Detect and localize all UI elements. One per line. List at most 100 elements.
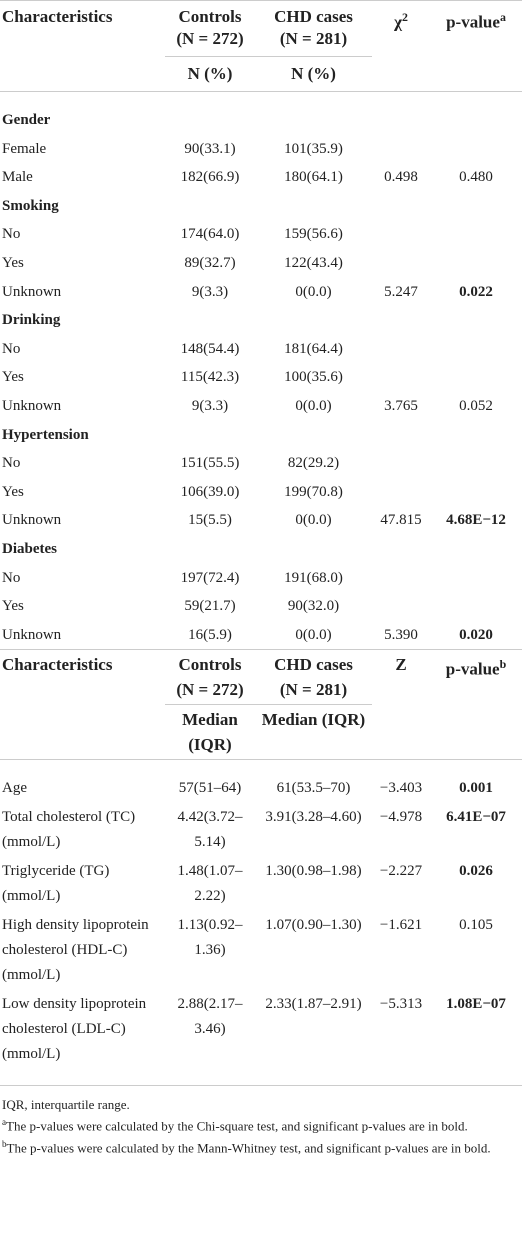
footnote-text: The p-values were calculated by the Chi-… — [6, 1118, 468, 1134]
unit-cell: N (%) — [165, 56, 255, 92]
footnote-mark: a — [2, 1117, 7, 1128]
cell — [372, 363, 430, 392]
cell: 4.68E−12 — [430, 506, 522, 535]
cell: 9(3.3) — [165, 392, 255, 421]
cell — [430, 335, 522, 364]
cell-text: Unknown — [2, 512, 62, 529]
footnote: bThe p-values were calculated by the Man… — [2, 1136, 520, 1156]
cell: 0.026 — [430, 857, 522, 911]
cell-text: Total cholesterol (TC) (mmol/L) — [2, 809, 136, 851]
unit-cell — [0, 704, 165, 761]
cell-text: 6.41E−07 — [446, 809, 506, 826]
spacer — [0, 760, 522, 775]
header-text: Characteristics — [2, 655, 113, 675]
cell: 0(0.0) — [255, 506, 372, 535]
cell-text: High density lipoprotein cholesterol (HD… — [2, 917, 149, 984]
cell: No — [0, 335, 165, 364]
cell-text: 115(42.3) — [180, 369, 240, 386]
cell: 1.13(0.92–1.36) — [165, 911, 255, 990]
cell: 0.001 — [430, 774, 522, 803]
cell-text: 1.13(0.92–1.36) — [177, 917, 243, 959]
section-label: Smoking — [2, 197, 59, 214]
cell-text: 47.815 — [380, 512, 422, 529]
cell-text: 82(29.2) — [287, 455, 340, 472]
cell-text: No — [2, 569, 21, 586]
data-row: Triglyceride (TG) (mmol/L) 1.48(1.07–2.22… — [0, 857, 522, 911]
footnote-text: The p-values were calculated by the Mann… — [6, 1139, 491, 1155]
cell-text: −3.403 — [379, 780, 423, 797]
cell: −3.403 — [372, 774, 430, 803]
cell-text: 0.052 — [459, 397, 493, 414]
cell-text: 61(53.5–70) — [276, 780, 351, 797]
cell-text: 0.001 — [459, 780, 493, 797]
cell-text: Yes — [2, 483, 24, 500]
cell: 0.498 — [372, 163, 430, 192]
cell: 1.08E−07 — [430, 990, 522, 1081]
header-cell: Z — [372, 649, 430, 705]
cell: Unknown — [0, 621, 165, 650]
cell-text: Male — [2, 169, 33, 186]
cell: −4.978 — [372, 803, 430, 857]
table-continuous: Characteristics Controls (N = 272) CHD case… — [0, 649, 522, 1081]
cell: 191(68.0) — [255, 564, 372, 593]
header-sub: (N = 281) — [279, 29, 348, 48]
header-sub: (N = 272) — [176, 29, 244, 48]
cell-text: Age — [2, 780, 27, 797]
cell-text: 174(64.0) — [180, 226, 240, 243]
cell — [430, 135, 522, 164]
cell: 5.247 — [372, 278, 430, 307]
header-text: Z — [395, 655, 407, 675]
data-row: Unknown 16(5.9) 0(0.0) 5.390 0.020 — [0, 621, 522, 650]
header-cell: CHD cases (N = 281) — [255, 0, 372, 57]
cell: Triglyceride (TG) (mmol/L) — [0, 857, 165, 911]
cell-text: 197(72.4) — [180, 569, 240, 586]
section-label: Gender — [2, 112, 51, 128]
unit-text: N (%) — [187, 64, 233, 83]
cell-text: 0.022 — [459, 283, 493, 300]
data-row: Yes 59(21.7) 90(32.0) — [0, 592, 522, 621]
cell — [430, 564, 522, 593]
cell-text: 4.68E−12 — [446, 512, 506, 529]
section-row: Drinking — [0, 306, 522, 335]
unit-cell: N (%) — [255, 56, 372, 92]
footnote-mark: b — [2, 1138, 7, 1149]
cell — [372, 135, 430, 164]
cell-text: 199(70.8) — [284, 483, 343, 500]
cell: No — [0, 564, 165, 593]
footnote-text: IQR, interquartile range. — [2, 1097, 130, 1113]
cell-text: 90(33.1) — [184, 140, 236, 157]
cell-text: 0(0.0) — [295, 397, 332, 414]
cell-text: Female — [2, 140, 47, 157]
header-cell: Characteristics — [0, 0, 165, 57]
header-cell: p-valuea — [430, 0, 522, 57]
header-cell: p-valueb — [430, 649, 522, 705]
header-text: p-value — [446, 12, 500, 32]
cell-text: 0.020 — [459, 626, 493, 643]
cell: High density lipoprotein cholesterol (HD… — [0, 911, 165, 990]
unit-text: Median (IQR) — [261, 710, 366, 730]
section-label: Drinking — [2, 312, 61, 329]
cell: Yes — [0, 478, 165, 507]
cell: 0(0.0) — [255, 392, 372, 421]
cell-text: 122(43.4) — [284, 254, 343, 271]
unit-row: N (%) N (%) — [0, 56, 522, 92]
cell-text: 57(51–64) — [178, 780, 242, 797]
unit-row: Median (IQR) Median (IQR) — [0, 704, 522, 761]
cell-text: 0.105 — [459, 917, 493, 934]
header-cell: Characteristics — [0, 649, 165, 705]
data-row: No 151(55.5) 82(29.2) — [0, 449, 522, 478]
header-text: CHD cases — [274, 7, 353, 26]
cell: 159(56.6) — [255, 220, 372, 249]
cell: Unknown — [0, 392, 165, 421]
cell-text: 3.765 — [384, 397, 418, 414]
cell-text: 89(32.7) — [184, 254, 236, 271]
data-row: Total cholesterol (TC) (mmol/L) 4.42(3.72… — [0, 803, 522, 857]
cell-text: 159(56.6) — [284, 226, 343, 243]
data-row: Male 182(66.9) 180(64.1) 0.498 0.480 — [0, 163, 522, 192]
cell: 181(64.4) — [255, 335, 372, 364]
cell-text: 5.247 — [384, 283, 418, 300]
cell: 2.88(2.17–3.46) — [165, 990, 255, 1081]
header-text: CHD cases — [274, 655, 353, 675]
cell: 174(64.0) — [165, 220, 255, 249]
data-row: Yes 106(39.0) 199(70.8) — [0, 478, 522, 507]
